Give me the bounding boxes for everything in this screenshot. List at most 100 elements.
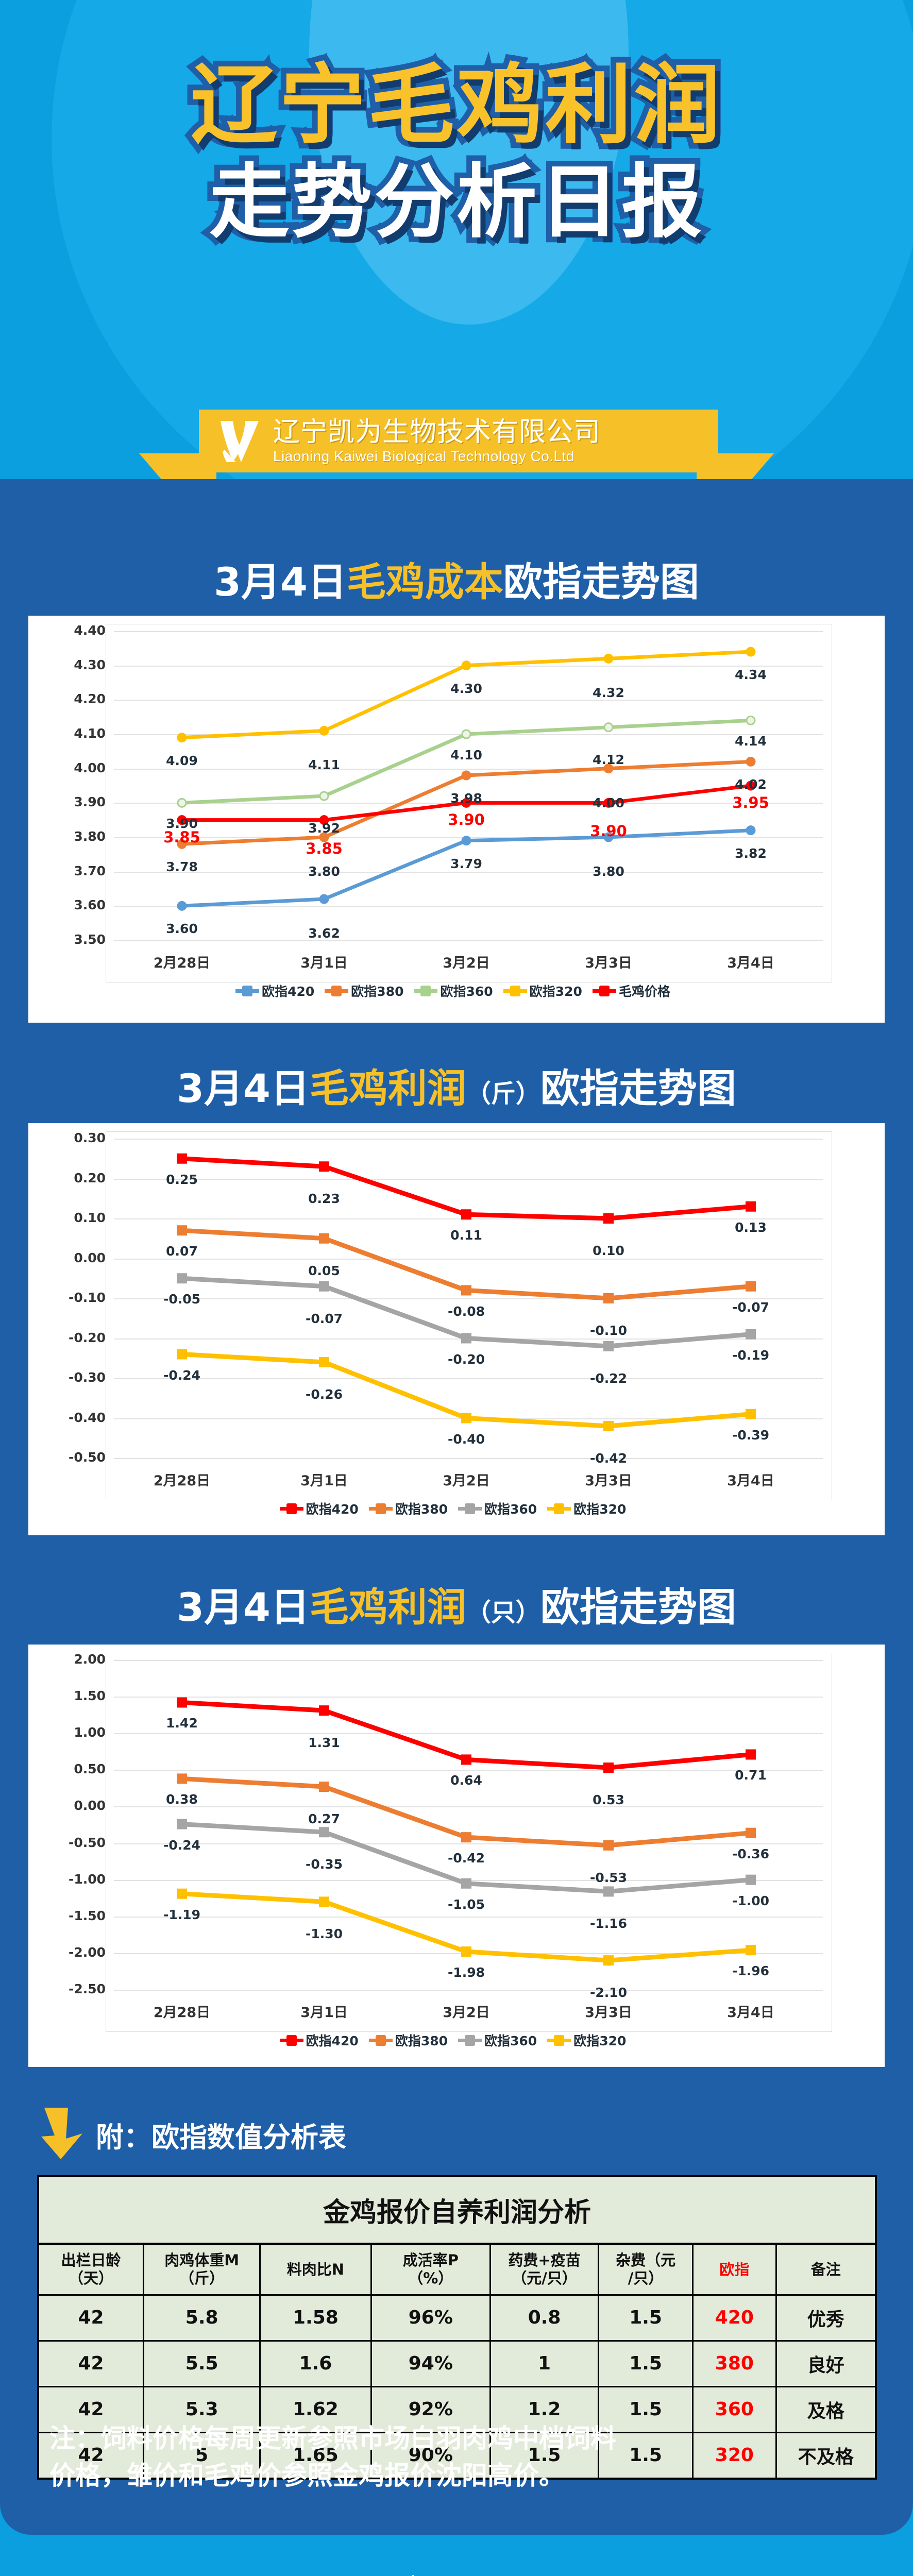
chart-data-label: 1.31 <box>308 1735 340 1751</box>
section-title-prefix: 3月4日 <box>177 1065 310 1111</box>
chart-data-label: -0.39 <box>732 1427 770 1443</box>
chart-data-label: -0.53 <box>589 1870 628 1885</box>
chart-legend-swatch <box>547 1503 571 1514</box>
table-cell: 1.5 <box>598 2294 694 2342</box>
chart-data-label: 3.78 <box>166 859 198 875</box>
chart-data-label: -0.22 <box>589 1371 628 1386</box>
chart-y-tick-label: -1.00 <box>68 1871 106 1887</box>
chart-legend-label: 欧指420 <box>306 2033 359 2048</box>
chart-data-label: 0.25 <box>166 1172 198 1187</box>
table-cell: 1.58 <box>259 2294 372 2342</box>
table-col-header: 肉鸡体重M （斤） <box>143 2243 261 2296</box>
chart-gridline <box>114 1953 823 1954</box>
chart-legend-swatch <box>414 985 438 996</box>
section-title-suffix: 欧指走势图 <box>540 1065 736 1111</box>
chart-y-tick-label: 3.50 <box>74 932 106 947</box>
chart-data-label: -0.42 <box>589 1451 628 1466</box>
chart-legend-swatch <box>368 2035 393 2046</box>
service-phone-number[interactable]: 13840641668 <box>78 2574 494 2576</box>
chart-legend-item[interactable]: 欧指380 <box>368 1499 448 1518</box>
chart-gridline <box>114 1418 823 1419</box>
chart-legend-label: 欧指320 <box>573 1502 627 1517</box>
chart-data-label: -1.30 <box>305 1926 343 1942</box>
chart-gridline <box>114 1916 823 1918</box>
chart-y-tick-label: 1.00 <box>74 1725 106 1740</box>
table-cell: 5.8 <box>143 2294 261 2342</box>
chart-legend-item[interactable]: 欧指320 <box>547 1499 626 1518</box>
chart-legend-swatch <box>592 985 616 996</box>
chart-data-label: 3.90 <box>166 816 198 832</box>
table-cell: 1.5 <box>598 2431 694 2480</box>
chart-y-tick-label: 3.90 <box>74 794 106 810</box>
chart-gridline <box>114 1338 823 1340</box>
poster-title-line2: 走势分析日报 <box>204 155 707 249</box>
chart-data-label: 3.80 <box>308 864 340 879</box>
chart-y-tick-label: -0.20 <box>68 1330 106 1345</box>
chart-x-tick-label: 3月4日 <box>727 2005 774 2021</box>
footer-divider <box>412 2575 414 2576</box>
chart-y-tick-label: 3.60 <box>74 897 106 913</box>
table-cell: 5.3 <box>143 2385 261 2433</box>
table-cell: 1.5 <box>489 2431 600 2480</box>
section-title-suffix: 欧指走势图 <box>540 1584 736 1630</box>
chart-legend-item[interactable]: 欧指380 <box>368 2031 448 2049</box>
chart-data-label: 0.71 <box>735 1768 767 1783</box>
section-title-unit: （只） <box>466 1598 540 1627</box>
chart-data-label: -0.07 <box>305 1311 343 1326</box>
chart-legend-label: 欧指320 <box>529 984 582 999</box>
chart-gridline <box>114 1378 823 1379</box>
table-cell-ou-index: 320 <box>692 2431 777 2480</box>
chart-data-label: 3.90 <box>448 811 485 829</box>
chart-card-cost: 3.50 3.60 3.70 3.80 3.90 4.00 4.10 4.20 4.30 4.40… <box>28 616 885 1023</box>
chart-data-label: 0.53 <box>593 1792 624 1808</box>
section-title-highlight: 毛鸡成本 <box>346 559 503 605</box>
chart-legend-label: 欧指380 <box>395 2033 448 2048</box>
chart-legend: 欧指420 欧指380 欧指360 欧指320 毛鸡价格 <box>28 981 885 1000</box>
chart-data-label: 0.27 <box>308 1811 340 1827</box>
chart-data-label: 3.85 <box>163 828 200 846</box>
section-title-profit-zhi: 3月4日毛鸡利润（只）欧指走势图 <box>0 1588 913 1627</box>
chart-legend-item[interactable]: 欧指420 <box>279 1499 359 1518</box>
chart-legend-item[interactable]: 欧指420 <box>279 2031 359 2049</box>
chart-legend-item[interactable]: 欧指380 <box>325 981 403 1000</box>
chart-legend-label: 欧指360 <box>440 984 493 999</box>
chart-x-tick-label: 2月28日 <box>153 2005 211 2021</box>
chart-gridline <box>114 906 823 907</box>
chart-data-label: 0.64 <box>450 1773 482 1788</box>
table-cell: 42 <box>37 2385 145 2433</box>
chart-y-tick-label: 0.00 <box>74 1798 106 1814</box>
chart-x-tick-label: 3月1日 <box>300 1473 348 1489</box>
chart-gridline <box>114 1843 823 1844</box>
chart-legend-item[interactable]: 毛鸡价格 <box>592 981 670 1000</box>
chart-data-label: 3.60 <box>166 921 198 937</box>
chart-data-label: -0.40 <box>447 1431 485 1447</box>
chart-y-tick-label: 0.30 <box>74 1130 106 1145</box>
chart-legend-item[interactable]: 欧指420 <box>235 981 314 1000</box>
table-cell: 1.65 <box>259 2431 372 2480</box>
chart-data-label: -1.98 <box>447 1965 485 1980</box>
chart-y-tick-label: -0.10 <box>68 1290 106 1305</box>
chart-data-label: 3.82 <box>735 845 767 861</box>
chart-legend-item[interactable]: 欧指360 <box>458 2031 537 2049</box>
table-col-header: 出栏日龄 （天） <box>37 2243 145 2296</box>
section-title-prefix: 3月4日 <box>177 1584 310 1630</box>
chart-legend-label: 欧指380 <box>395 1502 448 1517</box>
chart-legend-label: 欧指320 <box>573 2033 627 2048</box>
chart-x-tick-label: 3月2日 <box>443 2005 490 2021</box>
chart-legend-item[interactable]: 欧指320 <box>547 2031 626 2049</box>
chart-legend-swatch <box>458 2035 482 2046</box>
chart-y-tick-label: -2.00 <box>68 1944 106 1960</box>
company-logo-bar: 辽宁凯为生物技术有限公司 Liaoning Kaiwei Biological … <box>199 410 718 472</box>
chart-gridline <box>114 1990 823 1991</box>
chart-y-tick-label: 4.40 <box>74 623 106 638</box>
table-cell-ou-index: 380 <box>692 2340 777 2387</box>
section-title-profit-jin: 3月4日毛鸡利润（斤）欧指走势图 <box>0 1069 913 1108</box>
section-title-prefix: 3月4日 <box>214 559 347 605</box>
chart-legend-item[interactable]: 欧指360 <box>458 1499 537 1518</box>
table-cell: 5 <box>143 2431 261 2480</box>
table-col-header: 药费+疫苗 （元/只） <box>489 2243 600 2296</box>
chart-legend-item[interactable]: 欧指320 <box>503 981 582 1000</box>
chart-data-label: -0.35 <box>305 1857 343 1872</box>
chart-data-label: -1.00 <box>732 1893 770 1908</box>
chart-legend-item[interactable]: 欧指360 <box>414 981 493 1000</box>
